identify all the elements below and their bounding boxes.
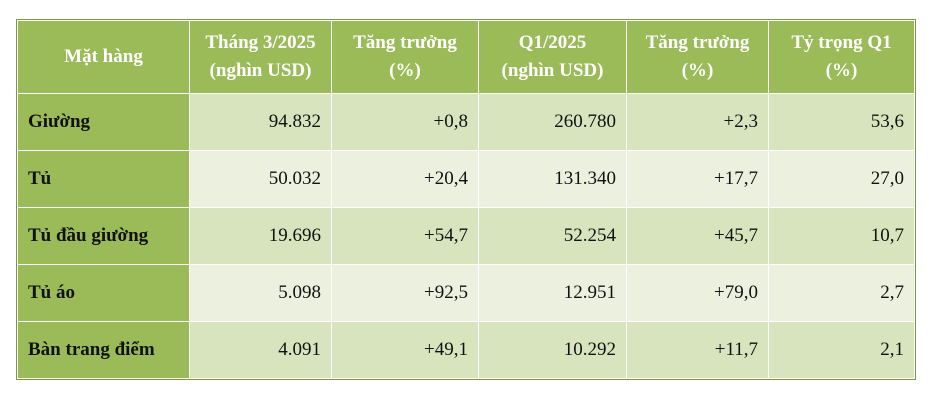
table-cell: 2,1 bbox=[768, 321, 915, 379]
table-body: Giường 94.832 +0,8 260.780 +2,3 53,6 Tủ 50.032 +… bbox=[17, 93, 915, 379]
header-row: Mặt hàng Tháng 3/2025 (nghìn USD) Tăng trư… bbox=[17, 20, 915, 94]
table-cell: +17,7 bbox=[626, 150, 769, 208]
table-cell: 12.951 bbox=[478, 264, 627, 322]
table-cell: +92,5 bbox=[331, 264, 479, 322]
table-cell: 131.340 bbox=[478, 150, 627, 208]
table-cell: 53,6 bbox=[768, 93, 915, 151]
header-cell: Mặt hàng bbox=[17, 20, 190, 94]
table-cell: 4.091 bbox=[189, 321, 332, 379]
table-row: Tủ 50.032 +20,4 131.340 +17,7 27,0 bbox=[17, 150, 915, 208]
table-cell: +2,3 bbox=[626, 93, 769, 151]
table-cell: +0,8 bbox=[331, 93, 479, 151]
row-label: Tủ đầu giường bbox=[17, 207, 190, 265]
table-cell: +54,7 bbox=[331, 207, 479, 265]
table-header: Mặt hàng Tháng 3/2025 (nghìn USD) Tăng trư… bbox=[17, 20, 915, 94]
table-cell: 94.832 bbox=[189, 93, 332, 151]
row-label: Tủ bbox=[17, 150, 190, 208]
table-cell: 260.780 bbox=[478, 93, 627, 151]
table-cell: 19.696 bbox=[189, 207, 332, 265]
header-cell: Tăng trưởng (%) bbox=[331, 20, 479, 94]
table-cell: 5.098 bbox=[189, 264, 332, 322]
row-label: Bàn trang điểm bbox=[17, 321, 190, 379]
table-cell: +49,1 bbox=[331, 321, 479, 379]
table-cell: 52.254 bbox=[478, 207, 627, 265]
table-cell: 27,0 bbox=[768, 150, 915, 208]
table-cell: 10,7 bbox=[768, 207, 915, 265]
table-cell: +11,7 bbox=[626, 321, 769, 379]
table-cell: 10.292 bbox=[478, 321, 627, 379]
header-cell: Tháng 3/2025 (nghìn USD) bbox=[189, 20, 332, 94]
table-cell: 2,7 bbox=[768, 264, 915, 322]
data-table: Mặt hàng Tháng 3/2025 (nghìn USD) Tăng trư… bbox=[16, 19, 916, 380]
table-row: Giường 94.832 +0,8 260.780 +2,3 53,6 bbox=[17, 93, 915, 151]
header-cell: Q1/2025 (nghìn USD) bbox=[478, 20, 627, 94]
header-cell: Tỷ trọng Q1 (%) bbox=[768, 20, 915, 94]
table-cell: +20,4 bbox=[331, 150, 479, 208]
table-cell: +79,0 bbox=[626, 264, 769, 322]
header-cell: Tăng trưởng (%) bbox=[626, 20, 769, 94]
table-row: Tủ áo 5.098 +92,5 12.951 +79,0 2,7 bbox=[17, 264, 915, 322]
row-label: Giường bbox=[17, 93, 190, 151]
row-label: Tủ áo bbox=[17, 264, 190, 322]
table-cell: +45,7 bbox=[626, 207, 769, 265]
table-cell: 50.032 bbox=[189, 150, 332, 208]
table-row: Tủ đầu giường 19.696 +54,7 52.254 +45,7 10,7 bbox=[17, 207, 915, 265]
table-row: Bàn trang điểm 4.091 +49,1 10.292 +11,7 2,1 bbox=[17, 321, 915, 379]
